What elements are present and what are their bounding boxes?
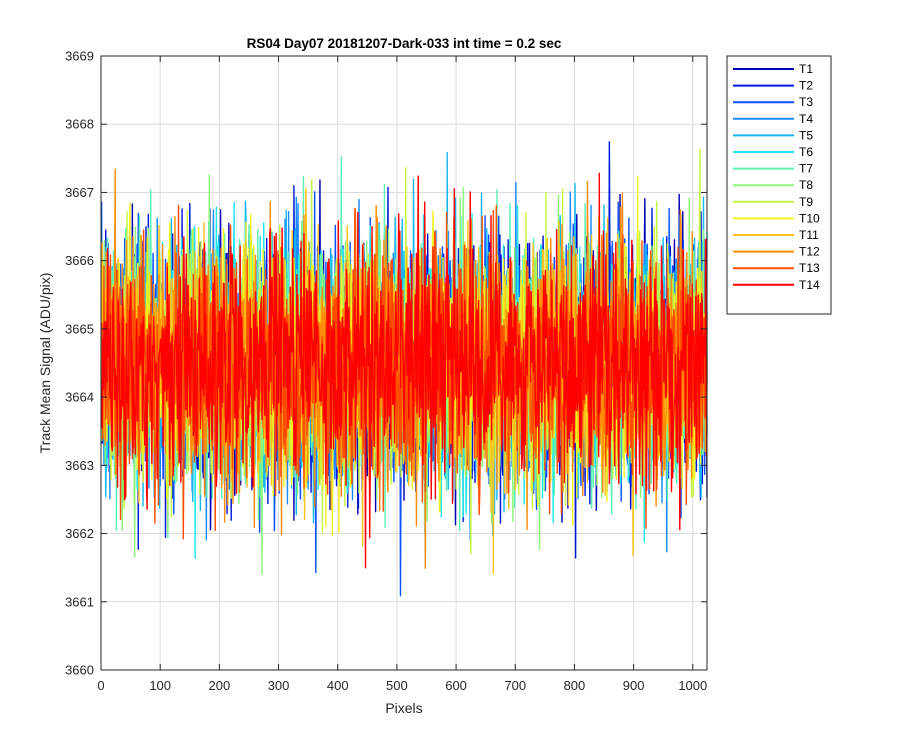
legend-label-t7: T7: [799, 162, 813, 176]
axis-ticks: [100, 55, 707, 671]
legend-label-t10: T10: [799, 211, 820, 225]
y-tick-label: 3664: [65, 390, 94, 405]
legend-label-t3: T3: [799, 95, 813, 109]
legend-label-t11: T11: [799, 228, 819, 242]
legend-label-t14: T14: [799, 278, 820, 292]
x-tick-label: 500: [386, 678, 408, 693]
x-tick-label: 700: [504, 678, 526, 693]
x-tick-label: 300: [268, 678, 290, 693]
x-tick-label: 1000: [678, 678, 707, 693]
x-tick-label: 100: [149, 678, 171, 693]
x-tick-label: 800: [564, 678, 586, 693]
x-tick-label: 400: [327, 678, 349, 693]
legend-label-t9: T9: [799, 195, 813, 209]
y-tick-label: 3663: [65, 458, 94, 473]
legend-label-t8: T8: [799, 178, 813, 192]
y-tick-label: 3665: [65, 321, 94, 336]
x-tick-labels: 0 100 200 300 400 500 600 700 800 900 1000: [97, 678, 707, 693]
y-tick-labels: 3660 3661 3662 3663 3664 3665 3666 3667 3668 3669: [65, 49, 94, 678]
y-tick-label: 3666: [65, 253, 94, 268]
legend-label-t5: T5: [799, 128, 813, 142]
legend-label-t2: T2: [799, 79, 813, 93]
x-axis-label: Pixels: [385, 700, 422, 716]
legend-label-t4: T4: [799, 112, 813, 126]
legend-label-t1: T1: [799, 62, 813, 76]
legend-label-t6: T6: [799, 145, 813, 159]
y-tick-label: 3660: [65, 663, 94, 678]
y-tick-label: 3667: [65, 185, 94, 200]
y-tick-label: 3668: [65, 117, 94, 132]
y-tick-label: 3662: [65, 526, 94, 541]
legend: T1 T2 T3 T4 T5 T6 T7 T8 T9 T10 T11 T12 T13 T14: [726, 55, 832, 315]
y-tick-label: 3669: [65, 49, 94, 64]
x-tick-label: 200: [209, 678, 231, 693]
y-axis-label: Track Mean Signal (ADU/pix): [37, 273, 53, 454]
y-tick-label: 3661: [65, 594, 94, 609]
series-line-t14: [100, 172, 708, 569]
legend-label-t13: T13: [799, 261, 820, 275]
legend-label-t12: T12: [799, 245, 820, 259]
x-tick-label: 600: [445, 678, 467, 693]
x-tick-label: 900: [623, 678, 645, 693]
series-group: [100, 141, 708, 597]
x-tick-label: 0: [97, 678, 104, 693]
plot-frame: [100, 55, 708, 671]
chart-title: RS04 Day07 20181207-Dark-033 int time = …: [247, 36, 562, 51]
